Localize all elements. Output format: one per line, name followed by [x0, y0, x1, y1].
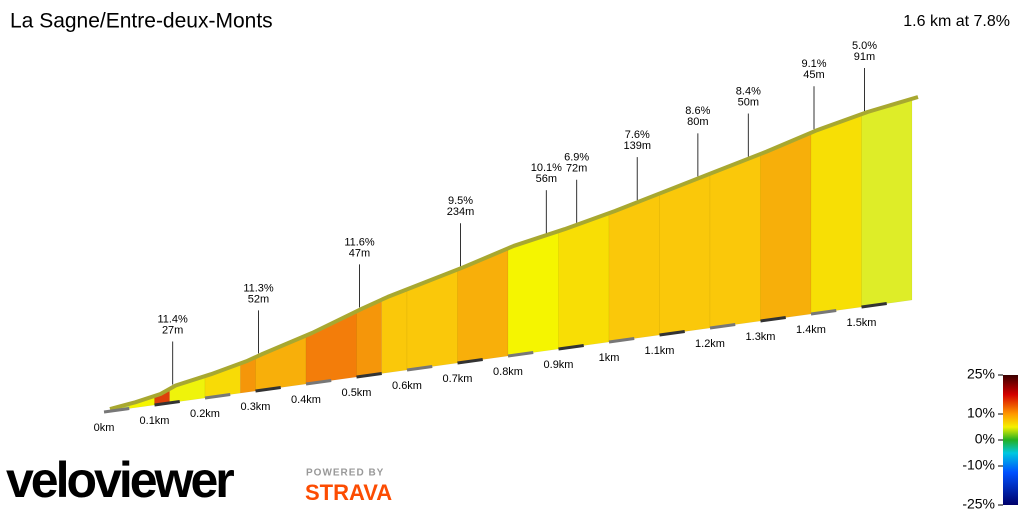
- x-tick-label: 1.5km: [847, 317, 877, 329]
- tick-dash: [154, 400, 180, 407]
- annotation-grade: 6.9%: [564, 152, 589, 164]
- annotation-grade: 7.6%: [625, 129, 650, 141]
- tick-dash: [659, 330, 685, 337]
- x-tick-label: 0.7km: [443, 373, 473, 385]
- x-tick-label: 1.2km: [695, 338, 725, 350]
- x-tick-label: 0.8km: [493, 366, 523, 378]
- tick-dash: [507, 351, 534, 358]
- annotation-grade: 11.6%: [344, 236, 375, 248]
- colorbar-label: 25%: [967, 366, 995, 382]
- colorbar: [1003, 375, 1018, 505]
- tick-dash: [204, 393, 231, 400]
- x-tick-label: 1.1km: [645, 345, 675, 357]
- tick-dash: [608, 337, 635, 344]
- x-tick-label: 0.6km: [392, 380, 422, 392]
- annotation-grade: 8.4%: [736, 85, 761, 97]
- annotation-length: 139m: [623, 140, 651, 152]
- logo: veloviewer: [6, 452, 234, 508]
- chart-title: La Sagne/Entre-deux-Monts: [10, 10, 273, 33]
- tick-dash: [356, 372, 382, 379]
- annotation-grade: 10.1%: [531, 162, 562, 174]
- annotation-length: 56m: [536, 173, 557, 185]
- annotation-length: 52m: [248, 293, 269, 305]
- annotation-grade: 8.6%: [685, 105, 710, 117]
- x-tick-label: 0.5km: [342, 387, 372, 399]
- x-tick-label: 1km: [599, 352, 620, 364]
- annotation-length: 27m: [162, 324, 183, 336]
- profile-segment: [810, 114, 862, 315]
- tick-dash: [103, 407, 130, 414]
- partner-logo: STRAVA: [305, 480, 392, 505]
- profile-top: [109, 95, 919, 411]
- colorbar-label: 10%: [967, 405, 995, 421]
- x-tick-label: 0.9km: [544, 359, 574, 371]
- profile-segment: [709, 154, 761, 329]
- x-tick-label: 0.1km: [140, 415, 170, 427]
- x-tick-label: 1.3km: [746, 331, 776, 343]
- tick-dash: [709, 323, 736, 330]
- colorbar-label: -25%: [962, 496, 995, 512]
- x-tick-label: 1.4km: [796, 324, 826, 336]
- tick-dash: [861, 302, 887, 309]
- annotation-length: 50m: [738, 96, 759, 108]
- annotation-length: 72m: [566, 163, 587, 175]
- profile-segment: [507, 231, 559, 357]
- x-tick-label: 0km: [94, 422, 115, 434]
- x-tick-label: 0.3km: [241, 401, 271, 413]
- tick-dash: [558, 344, 584, 351]
- profile-segment: [608, 193, 660, 343]
- chart-subtitle: 1.6 km at 7.8%: [903, 13, 1010, 30]
- tick-dash: [810, 309, 837, 316]
- tick-dash: [760, 316, 786, 323]
- powered-by: POWERED BY: [306, 468, 384, 479]
- annotation-grade: 11.4%: [157, 313, 188, 325]
- profile-segment: [558, 213, 610, 350]
- annotation-length: 47m: [349, 247, 370, 259]
- annotation-length: 45m: [803, 69, 824, 81]
- tick-dash: [255, 386, 281, 393]
- colorbar-label: 0%: [975, 431, 995, 447]
- x-tick-label: 0.4km: [291, 394, 321, 406]
- annotation-grade: 9.1%: [801, 58, 826, 70]
- profile-segment: [381, 289, 408, 374]
- colorbar-label: -10%: [962, 457, 995, 473]
- tick-dash: [406, 365, 433, 372]
- annotation-grade: 11.3%: [243, 282, 274, 294]
- tick-dash: [457, 358, 483, 365]
- annotation-grade: 5.0%: [852, 40, 877, 52]
- profile-segment: [659, 174, 711, 336]
- profile-segment: [861, 99, 913, 308]
- annotation-length: 80m: [687, 116, 708, 128]
- annotation-length: 91m: [854, 51, 875, 63]
- x-tick-label: 0.2km: [190, 408, 220, 420]
- profile-segment: [760, 132, 812, 322]
- annotation-length: 234m: [447, 206, 475, 218]
- tick-dash: [305, 379, 332, 386]
- annotation-grade: 9.5%: [448, 195, 473, 207]
